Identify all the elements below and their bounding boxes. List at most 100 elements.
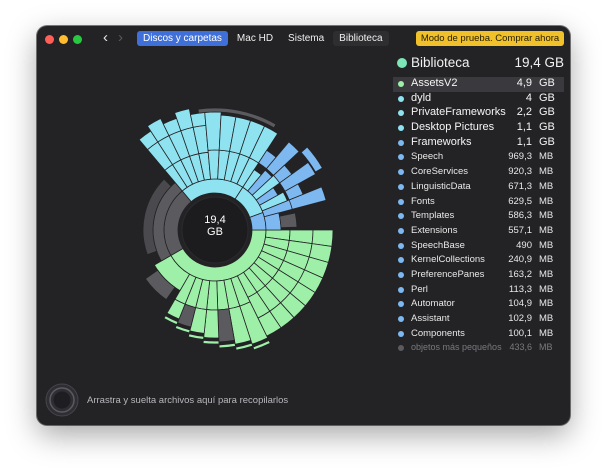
- color-dot: [398, 95, 404, 102]
- list-item[interactable]: CoreServices 920,3 MB: [393, 165, 564, 180]
- color-dot: [398, 81, 404, 87]
- color-dot: [398, 257, 404, 264]
- list-item[interactable]: Frameworks 1,1 GB: [393, 136, 564, 151]
- color-dot: [398, 183, 404, 190]
- item-unit: MB: [539, 327, 554, 339]
- item-name: Desktop Pictures: [411, 121, 495, 134]
- sunburst-segment[interactable]: [218, 342, 236, 349]
- list-item[interactable]: Speech 969,3 MB: [393, 150, 564, 165]
- list-item[interactable]: SpeechBase 490 MB: [393, 239, 564, 254]
- color-dot: [398, 110, 404, 117]
- center-size-label[interactable]: 19,4 GB: [187, 214, 243, 238]
- item-size: 4,9: [516, 77, 532, 89]
- sunburst-segment[interactable]: [279, 212, 298, 229]
- panel-header: Biblioteca 19,4 GB: [393, 53, 564, 75]
- list-item[interactable]: Desktop Pictures 1,1 GB: [393, 121, 564, 136]
- drop-zone-text: Arrastra y suelta archivos aquí para rec…: [87, 395, 289, 406]
- item-unit: GB: [539, 77, 555, 89]
- item-name: PrivateFrameworks: [411, 106, 506, 119]
- item-name: Components: [411, 327, 465, 339]
- color-dot: [398, 271, 404, 278]
- item-size: 586,3: [508, 210, 532, 222]
- color-dot: [398, 139, 404, 146]
- list-item-smaller-objects[interactable]: objetos más pequeños 433,6 MB: [393, 341, 564, 356]
- item-name: objetos más pequeños: [411, 342, 502, 353]
- drop-zone-icon[interactable]: [45, 383, 79, 417]
- center-size-value: 19,4: [204, 214, 226, 226]
- list-item[interactable]: Components 100,1 MB: [393, 327, 564, 342]
- sunburst-segment[interactable]: [142, 178, 172, 256]
- list-item[interactable]: Automator 104,9 MB: [393, 297, 564, 312]
- sunburst-segment[interactable]: [252, 340, 271, 351]
- item-name: LinguisticData: [411, 180, 471, 192]
- list-item[interactable]: Perl 113,3 MB: [393, 283, 564, 298]
- item-name: Assistant: [411, 313, 450, 324]
- item-name: Speech: [411, 151, 444, 163]
- item-name: Frameworks: [411, 135, 472, 148]
- item-size: 629,5: [508, 195, 532, 207]
- list-item[interactable]: AssetsV2 4,9 GB: [393, 77, 564, 92]
- buy-button[interactable]: Modo de prueba. Comprar ahora: [416, 31, 564, 46]
- sunburst-segment[interactable]: [300, 146, 323, 173]
- item-name: Fonts: [411, 195, 435, 207]
- chevron-left-icon[interactable]: ‹: [103, 29, 108, 46]
- sunburst-segment[interactable]: [202, 339, 220, 345]
- item-unit: MB: [539, 224, 554, 236]
- list-item[interactable]: Extensions 557,1 MB: [393, 224, 564, 239]
- sunburst-segment[interactable]: [187, 333, 205, 340]
- sunburst-segment[interactable]: [204, 111, 222, 151]
- minimize-window-button[interactable]: [59, 35, 68, 44]
- item-size: 104,9: [508, 298, 532, 310]
- sunburst-segment[interactable]: [189, 112, 207, 128]
- list-item[interactable]: Assistant 102,9 MB: [393, 312, 564, 327]
- item-unit: MB: [539, 210, 554, 222]
- breadcrumb-mac-hd[interactable]: Mac HD: [236, 33, 274, 44]
- item-name: dyld: [411, 91, 432, 104]
- item-size: 490: [516, 239, 532, 251]
- item-name: KernelCollections: [411, 254, 485, 266]
- item-size: 557,1: [508, 224, 532, 236]
- item-unit: MB: [539, 254, 554, 266]
- item-name: Extensions: [411, 224, 458, 236]
- item-size: 1,1: [516, 135, 532, 148]
- item-size: 920,3: [508, 166, 532, 178]
- color-dot: [398, 198, 404, 205]
- item-unit: GB: [539, 91, 555, 104]
- center-size-unit: GB: [207, 226, 223, 238]
- item-name: PreferencePanes: [411, 268, 485, 280]
- item-unit: MB: [539, 195, 554, 207]
- sunburst-chart[interactable]: [37, 48, 393, 378]
- item-unit: GB: [539, 121, 555, 134]
- panel-total-size: 19,4 GB: [514, 55, 564, 70]
- item-unit: MB: [539, 151, 554, 163]
- chevron-right-icon[interactable]: ›: [118, 29, 123, 46]
- breadcrumb-sistema[interactable]: Sistema: [288, 33, 325, 44]
- list-item[interactable]: Fonts 629,5 MB: [393, 195, 564, 210]
- sunburst-segment[interactable]: [197, 107, 277, 129]
- breadcrumb-discos-y-carpetas[interactable]: Discos y carpetas: [137, 31, 228, 46]
- sunburst-segment[interactable]: [166, 298, 186, 320]
- sunburst-segment[interactable]: [144, 269, 176, 301]
- list-item[interactable]: KernelCollections 240,9 MB: [393, 253, 564, 268]
- item-unit: MB: [539, 313, 554, 324]
- color-dot: [398, 154, 404, 161]
- breadcrumb-biblioteca[interactable]: Biblioteca: [333, 31, 389, 46]
- list-item[interactable]: PrivateFrameworks 2,2 GB: [393, 106, 564, 121]
- sunburst-segment[interactable]: [235, 342, 254, 351]
- close-window-button[interactable]: [45, 35, 54, 44]
- sunburst-segment[interactable]: [174, 324, 191, 334]
- sunburst-segment[interactable]: [163, 315, 179, 326]
- color-dot: [398, 301, 404, 308]
- zoom-window-button[interactable]: [73, 35, 82, 44]
- item-unit: GB: [539, 106, 555, 119]
- list-item[interactable]: PreferencePanes 163,2 MB: [393, 268, 564, 283]
- item-size: 4: [525, 91, 532, 104]
- sunburst-center[interactable]: [181, 196, 249, 264]
- list-item[interactable]: LinguisticData 671,3 MB: [393, 180, 564, 195]
- item-unit: MB: [539, 180, 554, 192]
- list-item[interactable]: dyld 4 GB: [393, 92, 564, 107]
- sunburst-segment[interactable]: [288, 186, 327, 210]
- list-item[interactable]: Templates 586,3 MB: [393, 209, 564, 224]
- item-name: AssetsV2: [411, 77, 458, 89]
- item-size: 433,6: [509, 342, 532, 353]
